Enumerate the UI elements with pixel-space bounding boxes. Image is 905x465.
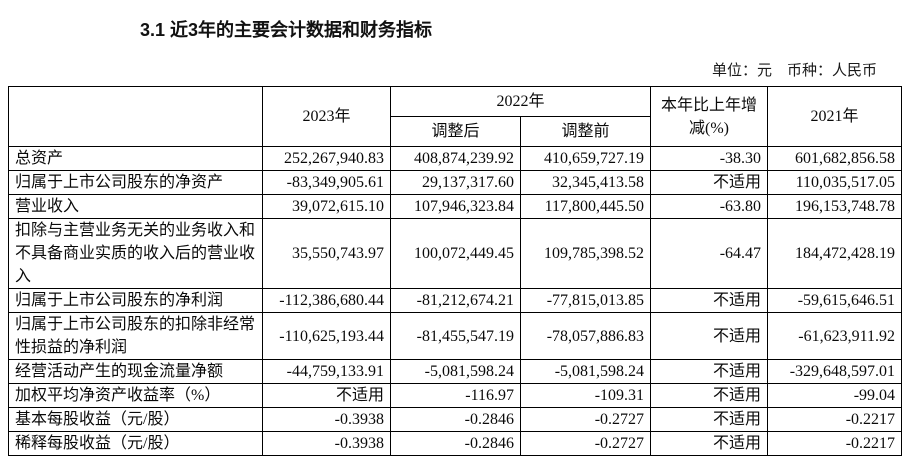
header-2022-adjusted-after: 调整后: [390, 116, 521, 147]
table-row: 营业收入 39,072,615.10 107,946,323.84 117,80…: [8, 194, 903, 219]
row-label: 加权平均净资产收益率（%）: [8, 383, 263, 408]
table-row: 归属于上市公司股东的扣除非经常性损益的净利润 -110,625,193.44 -…: [8, 312, 903, 360]
value-yoy-change: -38.30: [650, 146, 769, 171]
header-yoy-change: 本年比上年增减(%): [650, 86, 769, 147]
value-yoy-change: -64.47: [650, 218, 769, 289]
value-2022-after: 107,946,323.84: [390, 194, 521, 219]
table-row: 经营活动产生的现金流量净额 -44,759,133.91 -5,081,598.…: [8, 359, 903, 384]
value-2022-before: -77,815,013.85: [519, 288, 652, 313]
value-2021: -0.2217: [767, 431, 903, 456]
value-2022-after: -0.2846: [390, 407, 521, 432]
row-label: 基本每股收益（元/股）: [8, 407, 263, 432]
row-label: 归属于上市公司股东的净利润: [8, 288, 263, 313]
header-2021: 2021年: [767, 86, 903, 147]
value-2023: -112,386,680.44: [262, 288, 391, 313]
value-yoy-change: 不适用: [650, 288, 769, 313]
row-label: 归属于上市公司股东的净资产: [8, 170, 263, 195]
value-2021: -329,648,597.01: [767, 359, 903, 384]
value-2021: 196,153,748.78: [767, 194, 903, 219]
value-2022-before: 32,345,413.58: [519, 170, 652, 195]
value-yoy-change: 不适用: [650, 359, 769, 384]
table-row: 总资产 252,267,940.83 408,874,239.92 410,65…: [8, 146, 903, 171]
value-2022-after: 100,072,449.45: [390, 218, 521, 289]
value-2023: 不适用: [262, 383, 391, 408]
page-title: 3.1 近3年的主要会计数据和财务指标: [140, 20, 433, 40]
value-2023: 35,550,743.97: [262, 218, 391, 289]
table-row: 扣除与主营业务无关的业务收入和不具备商业实质的收入后的营业收入 35,550,7…: [8, 218, 903, 289]
value-2022-before: -0.2727: [519, 407, 652, 432]
value-yoy-change: 不适用: [650, 312, 769, 360]
table-row: 基本每股收益（元/股） -0.3938 -0.2846 -0.2727 不适用 …: [8, 407, 903, 432]
row-label: 稀释每股收益（元/股）: [8, 431, 263, 456]
value-2022-after: 29,137,317.60: [390, 170, 521, 195]
value-2021: -61,623,911.92: [767, 312, 903, 360]
value-2023: -83,349,905.61: [262, 170, 391, 195]
table-row: 归属于上市公司股东的净资产 -83,349,905.61 29,137,317.…: [8, 170, 903, 195]
table-row: 归属于上市公司股东的净利润 -112,386,680.44 -81,212,67…: [8, 288, 903, 313]
table-row: 稀释每股收益（元/股） -0.3938 -0.2846 -0.2727 不适用 …: [8, 431, 903, 456]
value-yoy-change: 不适用: [650, 407, 769, 432]
value-2022-after: -0.2846: [390, 431, 521, 456]
value-2022-after: 408,874,239.92: [390, 146, 521, 171]
value-2022-before: -5,081,598.24: [519, 359, 652, 384]
value-2022-after: -81,455,547.19: [390, 312, 521, 360]
row-label: 归属于上市公司股东的扣除非经常性损益的净利润: [8, 312, 263, 360]
table-header-row: 2023年 2022年 本年比上年增减(%) 2021年: [8, 86, 903, 147]
header-blank-cell: [8, 86, 263, 147]
value-2023: -110,625,193.44: [262, 312, 391, 360]
value-2022-after: -116.97: [390, 383, 521, 408]
value-yoy-change: 不适用: [650, 170, 769, 195]
value-2021: -0.2217: [767, 407, 903, 432]
value-2023: -44,759,133.91: [262, 359, 391, 384]
value-yoy-change: 不适用: [650, 431, 769, 456]
value-2023: 39,072,615.10: [262, 194, 391, 219]
value-2022-before: 410,659,727.19: [519, 146, 652, 171]
value-2022-after: -5,081,598.24: [390, 359, 521, 384]
row-label: 经营活动产生的现金流量净额: [8, 359, 263, 384]
value-yoy-change: 不适用: [650, 383, 769, 408]
value-2022-after: -81,212,674.21: [390, 288, 521, 313]
table-subheader-row: 调整后 调整前: [9, 116, 902, 147]
value-2023: -0.3938: [262, 431, 391, 456]
value-2021: -99.04: [767, 383, 903, 408]
value-2021: -59,615,646.51: [767, 288, 903, 313]
value-2023: 252,267,940.83: [262, 146, 391, 171]
value-2022-before: 117,800,445.50: [519, 194, 652, 219]
header-2022: 2022年: [389, 86, 652, 117]
value-yoy-change: -63.80: [650, 194, 769, 219]
value-2021: 110,035,517.05: [767, 170, 903, 195]
value-2022-before: -78,057,886.83: [519, 312, 652, 360]
value-2022-before: 109,785,398.52: [519, 218, 652, 289]
value-2021: 601,682,856.58: [767, 146, 903, 171]
value-2023: -0.3938: [262, 407, 391, 432]
header-2022-adjusted-before: 调整前: [519, 116, 652, 147]
value-2022-before: -109.31: [519, 383, 652, 408]
row-label: 总资产: [8, 146, 263, 171]
report-page: 3.1 近3年的主要会计数据和财务指标 单位：元 币种：人民币 2023年 20…: [0, 16, 905, 456]
row-label: 扣除与主营业务无关的业务收入和不具备商业实质的收入后的营业收入: [8, 218, 263, 289]
table-row: 加权平均净资产收益率（%） 不适用 -116.97 -109.31 不适用 -9…: [8, 383, 903, 408]
value-2022-before: -0.2727: [519, 431, 652, 456]
row-label: 营业收入: [8, 194, 263, 219]
header-2023: 2023年: [262, 86, 391, 147]
value-2021: 184,472,428.19: [767, 218, 903, 289]
financial-indicators-table: 2023年 2022年 本年比上年增减(%) 2021年 调整后 调整前 总资产…: [8, 86, 903, 456]
unit-currency-note: 单位：元 币种：人民币: [711, 63, 877, 79]
